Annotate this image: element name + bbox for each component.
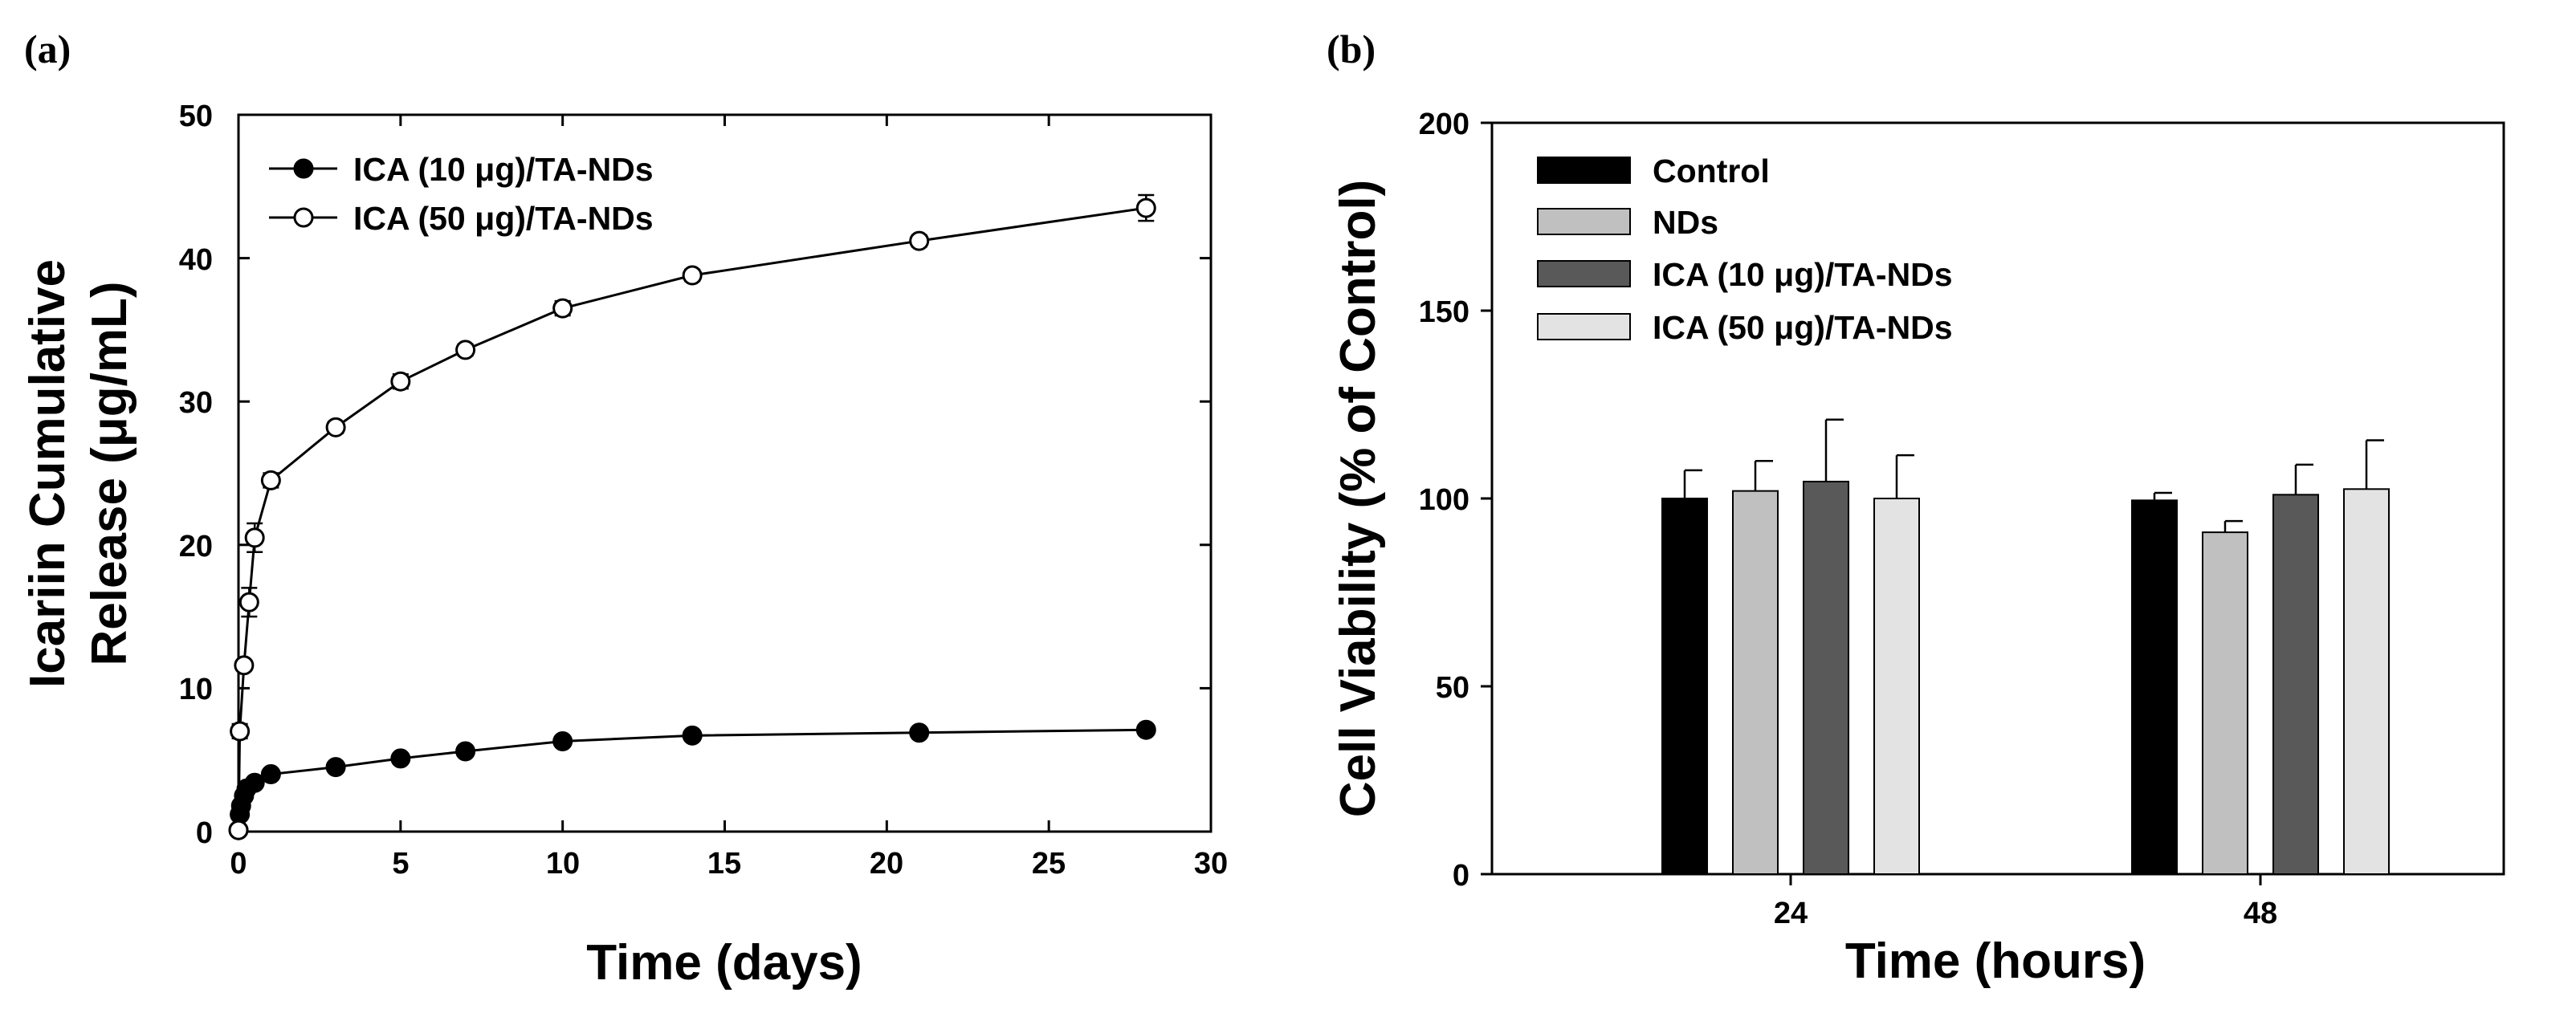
a-data-point-filled [1135, 719, 1156, 740]
b-ytick-label: 150 [1419, 295, 1469, 329]
a-ytick-label: 40 [179, 243, 213, 277]
b-legend-label: Control [1653, 153, 1770, 189]
b-ytick-label: 0 [1453, 859, 1469, 893]
a-data-point-open [238, 592, 259, 612]
a-data-point-filled [244, 772, 265, 793]
a-data-point-open [552, 298, 573, 319]
a-y-axis-label-line2: Release (μg/mL) [82, 282, 137, 666]
b-ytick-label: 50 [1436, 671, 1469, 705]
a-y-axis-label-line1: Icariin Cumulative [20, 259, 75, 688]
b-bar [1732, 490, 1779, 875]
a-data-point-open [909, 230, 930, 251]
a-data-point-open [455, 340, 476, 360]
a-data-point-open [228, 820, 249, 840]
b-x-axis-label: Time (hours) [1845, 934, 2146, 989]
a-data-point-filled [455, 741, 476, 762]
a-data-point-filled [909, 722, 930, 743]
b-legend-label: ICA (50 μg)/TA-NDs [1653, 309, 1953, 346]
b-y-axis-label: Cell Viability (% of Control) [1331, 180, 1386, 818]
b-legend-swatch-ica50 [1537, 313, 1631, 340]
a-legend: ICA (10 μg)/TA-NDs ICA (50 μg)/TA-NDs [269, 151, 654, 237]
b-ytick-label: 100 [1419, 483, 1469, 517]
a-legend-marker-filled [293, 158, 314, 179]
b-legend: Control NDs ICA (10 μg)/TA-NDs ICA (50 μ… [1537, 153, 1953, 346]
b-bar [1873, 498, 1920, 875]
a-xtick-label: 30 [1194, 847, 1228, 881]
a-xtick-label: 15 [707, 847, 741, 881]
a-xtick-label: 5 [392, 847, 409, 881]
b-bar [1661, 498, 1708, 875]
a-data-point-open [390, 371, 411, 392]
b-bar [2343, 488, 2390, 875]
b-legend-label: NDs [1653, 204, 1718, 241]
panel-a-label: (a) [24, 26, 71, 71]
a-data-point-open [234, 655, 255, 676]
a-ytick-label: 30 [179, 386, 213, 420]
a-ytick-label: 50 [179, 100, 213, 133]
b-ytick-label: 200 [1419, 108, 1469, 141]
a-ytick-label: 0 [196, 816, 213, 850]
a-ytick-label: 10 [179, 673, 213, 706]
b-xtick-label: 24 [1774, 897, 1808, 930]
panel-a: (a) 0 5 10 15 20 25 30 0 10 20 30 40 50 … [20, 26, 1228, 991]
a-data-point-open [1135, 197, 1156, 218]
a-ytick-label: 20 [179, 530, 213, 563]
a-data-point-filled [552, 730, 573, 751]
b-legend-swatch-nds [1537, 208, 1631, 235]
a-data-point-open [260, 470, 281, 490]
b-bar [2131, 499, 2178, 876]
b-bar [2202, 531, 2248, 875]
b-legend-swatch-control [1537, 157, 1631, 184]
a-data-point-filled [390, 748, 411, 769]
a-xtick-label: 10 [546, 847, 580, 881]
panel-b-label: (b) [1327, 26, 1376, 71]
a-xtick-label: 20 [870, 847, 903, 881]
a-legend-label: ICA (10 μg)/TA-NDs [353, 151, 654, 188]
a-legend-label: ICA (50 μg)/TA-NDs [353, 200, 654, 237]
a-data-point-open [325, 417, 346, 437]
b-bar [1803, 480, 1849, 875]
b-legend-swatch-ica10 [1537, 260, 1631, 287]
b-legend-label: ICA (10 μg)/TA-NDs [1653, 256, 1953, 293]
b-xtick-label: 48 [2244, 897, 2277, 930]
a-data-point-open [230, 721, 251, 742]
b-bar [2272, 494, 2319, 875]
a-data-point-filled [325, 757, 346, 778]
panel-b: (b) 0 50 100 150 200 24 48 Time (hours) … [1327, 26, 2505, 989]
a-legend-marker-open [293, 207, 314, 228]
a-data-point-filled [682, 725, 703, 746]
a-xtick-label: 25 [1032, 847, 1066, 881]
a-x-axis-label: Time (days) [586, 935, 862, 991]
a-xtick-label: 0 [230, 847, 247, 881]
a-data-point-open [244, 527, 265, 548]
a-data-point-open [682, 265, 703, 286]
a-data-point-filled [260, 764, 281, 785]
